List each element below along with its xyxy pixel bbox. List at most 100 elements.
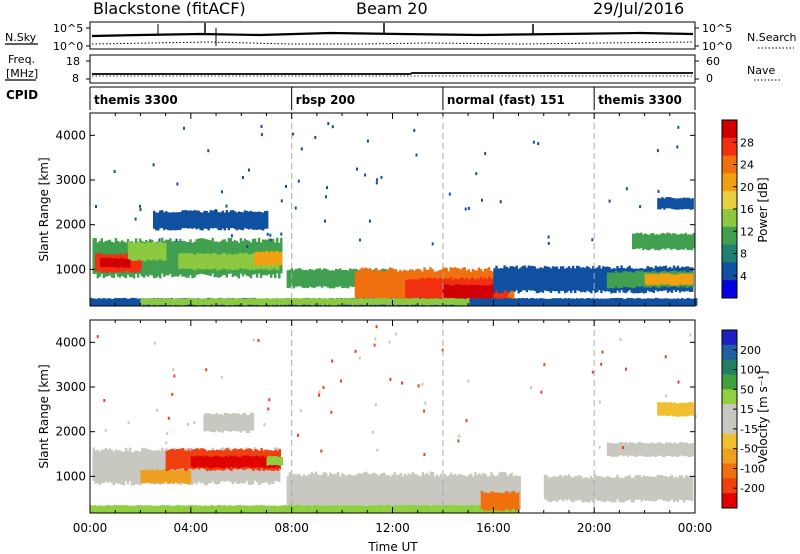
range-cell [632, 233, 635, 250]
range-cell [440, 505, 444, 513]
range-cell [245, 455, 248, 467]
range-cell [448, 475, 451, 509]
range-cell [610, 443, 614, 457]
colorbar-segment [722, 404, 737, 420]
range-cell [584, 298, 587, 306]
beam-label: Beam 20 [356, 0, 428, 18]
range-cell [492, 492, 496, 511]
range-cell [326, 505, 329, 513]
range-cell [337, 471, 340, 506]
range-cell [213, 210, 216, 228]
range-cell [90, 505, 93, 513]
range-cell [243, 505, 246, 513]
range-cell [518, 475, 521, 510]
range-cell [445, 476, 449, 510]
range-cell [399, 473, 402, 507]
range-cell [366, 505, 369, 513]
scatter-point [600, 362, 603, 366]
range-cell [167, 450, 170, 471]
colorbar-tick-label: 8 [740, 248, 747, 261]
range-cell [166, 504, 169, 513]
range-cell [261, 455, 264, 467]
range-cell [170, 469, 174, 484]
range-cell [612, 298, 615, 306]
scatter-point [205, 368, 208, 372]
range-cell [182, 298, 186, 306]
range-cell [237, 505, 240, 513]
range-cell [439, 277, 442, 300]
scatter-point [173, 374, 176, 378]
cpid-label: CPID [6, 88, 38, 102]
colorbar-tick-label: 20 [740, 181, 754, 194]
range-cell [451, 505, 454, 513]
range-cell [201, 212, 204, 231]
range-cell [455, 284, 458, 298]
range-cell [184, 253, 187, 270]
range-cell [685, 442, 688, 456]
range-cell [108, 448, 112, 482]
range-cell [451, 298, 454, 305]
range-cell [266, 210, 269, 229]
range-cell [92, 298, 95, 306]
range-cell [685, 403, 688, 417]
range-cell [426, 298, 430, 306]
range-cell [362, 268, 366, 300]
range-cell [132, 297, 135, 306]
range-cell [424, 504, 428, 513]
range-cell [429, 471, 433, 506]
noise-tick-right-bottom: 10^0 [702, 40, 732, 53]
range-cell [150, 242, 153, 261]
range-cell [151, 450, 154, 484]
range-cell [331, 270, 334, 289]
cpid-mode-label: themis 3300 [94, 93, 178, 107]
range-cell [118, 258, 121, 268]
range-cell [141, 242, 145, 261]
range-cell [367, 473, 370, 508]
range-cell [673, 442, 676, 456]
range-cell [614, 477, 617, 503]
range-cell [240, 252, 244, 269]
scatter-point [639, 205, 642, 209]
range-cell [549, 298, 553, 306]
range-cell [683, 402, 686, 416]
freq-trace [92, 72, 693, 75]
scatter-point [374, 337, 377, 341]
range-cell [162, 242, 165, 261]
range-cell [255, 298, 258, 305]
scatter-point [376, 448, 379, 452]
range-cell [471, 285, 474, 299]
range-cell [662, 298, 666, 306]
range-cell [92, 447, 95, 481]
range-cell [131, 242, 135, 261]
range-cell [465, 298, 468, 306]
range-cell [580, 267, 583, 293]
range-cell [185, 450, 189, 471]
x-tick-label: 00:00 [73, 521, 108, 535]
range-cell [270, 456, 273, 466]
range-cell [385, 475, 388, 509]
range-cell [421, 277, 424, 300]
colorbar-tick-label: 200 [740, 344, 761, 357]
range-cell [225, 298, 228, 306]
range-cell [340, 298, 343, 306]
range-cell [249, 412, 253, 431]
range-cell [194, 254, 197, 271]
range-cell [384, 298, 387, 305]
range-cell [186, 470, 190, 484]
range-cell [248, 254, 252, 271]
range-cell [305, 298, 309, 306]
range-cell [249, 298, 252, 305]
range-cell [362, 298, 365, 306]
range-cell [352, 298, 355, 306]
range-cell [438, 298, 442, 306]
colorbar-segment [722, 262, 737, 281]
range-cell [467, 505, 470, 513]
scatter-point [689, 333, 692, 337]
range-cell [273, 298, 276, 306]
range-cell [370, 269, 374, 302]
scatter-point [270, 238, 272, 242]
range-cell [337, 269, 340, 288]
range-cell [308, 268, 312, 287]
scatter-point [625, 187, 628, 191]
range-cell [329, 270, 332, 289]
